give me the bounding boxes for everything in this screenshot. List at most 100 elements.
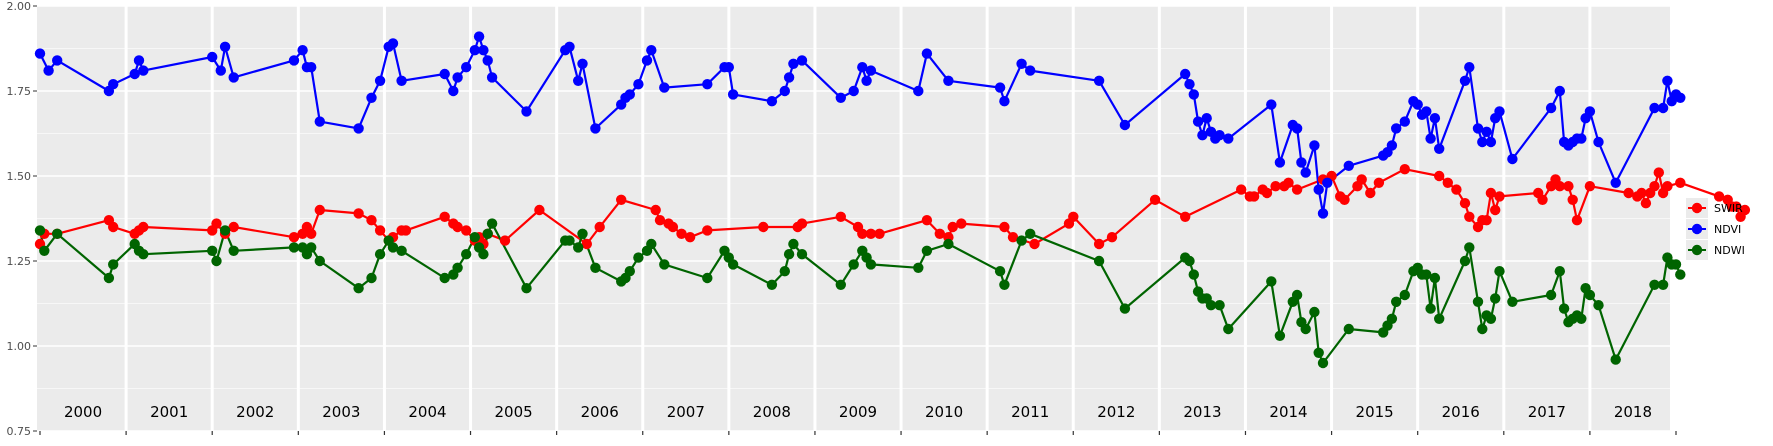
data-point [1274, 330, 1286, 341]
data-point [1442, 177, 1454, 188]
data-point [448, 85, 459, 97]
data-point [1386, 140, 1398, 151]
data-point [874, 228, 885, 239]
legend-key-point [1691, 244, 1703, 256]
year-label: 2000 [64, 403, 102, 421]
data-point [461, 225, 472, 236]
data-point [1657, 279, 1669, 290]
data-point [138, 221, 149, 233]
data-point [469, 45, 480, 56]
data-point [486, 218, 498, 229]
data-point [1399, 289, 1411, 301]
data-point [1558, 303, 1570, 314]
data-point [956, 218, 967, 229]
data-point [52, 55, 63, 66]
data-point [1675, 92, 1686, 104]
data-point [727, 259, 739, 270]
data-point [366, 215, 377, 226]
data-point [1016, 58, 1027, 69]
data-point [1554, 85, 1566, 97]
data-point [1248, 191, 1260, 202]
data-point [1584, 106, 1596, 117]
data-point [1412, 99, 1423, 110]
data-point [219, 41, 231, 52]
data-point [366, 92, 377, 104]
data-point [1640, 198, 1652, 209]
data-point [1373, 177, 1385, 188]
data-point [1300, 167, 1311, 178]
series-points-swir [34, 164, 1751, 250]
series-points-ndvi [34, 31, 1686, 219]
y-tick-label: 0.75 [7, 425, 32, 438]
data-point [1649, 181, 1660, 192]
data-point [478, 249, 489, 260]
data-point [387, 38, 399, 49]
data-point [861, 75, 872, 87]
data-point [1007, 232, 1019, 243]
data-point [1507, 296, 1518, 307]
data-point [288, 242, 300, 253]
data-point [1429, 113, 1441, 124]
data-point [594, 221, 605, 233]
data-point [994, 82, 1006, 93]
data-point [374, 225, 386, 236]
data-point [1494, 106, 1505, 117]
data-point [1563, 181, 1574, 192]
data-point [788, 238, 799, 250]
data-point [306, 228, 317, 239]
data-point [314, 116, 325, 127]
data-point [646, 238, 657, 250]
data-point [848, 85, 859, 97]
data-point [1662, 75, 1673, 87]
data-point [469, 232, 480, 243]
data-point [1317, 208, 1329, 219]
year-label: 2018 [1614, 403, 1652, 421]
legend-label-ndwi: NDWI [1714, 244, 1745, 257]
data-point [439, 272, 450, 284]
data-point [306, 61, 317, 73]
data-point [1317, 357, 1329, 369]
data-point [999, 96, 1010, 107]
data-point [1485, 187, 1497, 199]
data-point [452, 262, 463, 273]
data-point [1399, 116, 1411, 127]
data-point [1675, 177, 1686, 188]
year-label: 2005 [494, 403, 532, 421]
data-point [1670, 259, 1682, 270]
data-point [1675, 269, 1686, 280]
data-point [1223, 323, 1234, 335]
data-point [659, 82, 670, 93]
data-point [1093, 255, 1105, 267]
data-point [577, 58, 588, 69]
data-point [34, 48, 46, 59]
data-point [1313, 347, 1324, 358]
year-label: 2017 [1528, 403, 1566, 421]
y-tick-label: 2.00 [7, 0, 32, 13]
data-point [1434, 313, 1445, 324]
data-point [727, 89, 739, 100]
data-point [1494, 266, 1505, 277]
data-point [788, 58, 799, 69]
year-label: 2006 [581, 403, 619, 421]
year-label: 2004 [408, 403, 446, 421]
data-point [1205, 300, 1217, 311]
data-point [1214, 130, 1225, 141]
data-point [1481, 126, 1492, 137]
data-point [1464, 242, 1475, 253]
data-point [534, 204, 545, 216]
data-point [1291, 289, 1303, 301]
data-point [1593, 300, 1604, 311]
data-point [1274, 157, 1286, 168]
data-point [1593, 136, 1604, 148]
data-point [1472, 123, 1484, 134]
legend-label-ndvi: NDVI [1714, 223, 1741, 236]
data-point [667, 221, 679, 233]
data-point [758, 221, 769, 233]
y-tick-label: 1.75 [7, 85, 32, 98]
year-label: 2001 [150, 403, 188, 421]
data-point [1391, 296, 1402, 307]
data-point [39, 245, 50, 256]
data-point [108, 259, 119, 270]
data-point [1184, 255, 1195, 267]
